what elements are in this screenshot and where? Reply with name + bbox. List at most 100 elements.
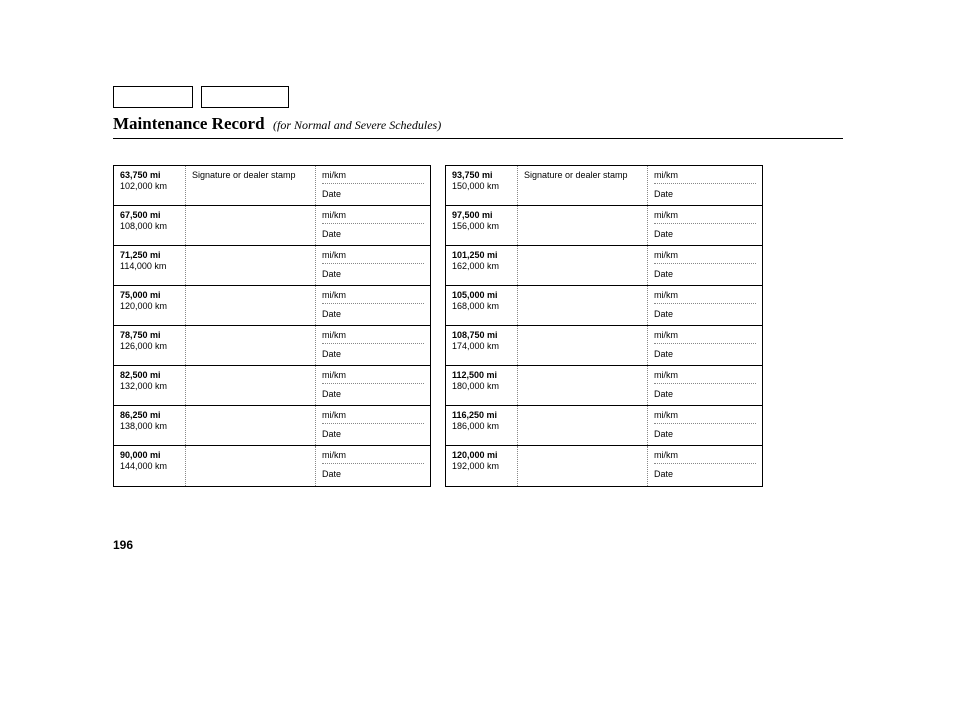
record-fields-cell: mi/kmDate (648, 406, 762, 445)
table-row: 78,750 mi126,000 km mi/kmDate (114, 326, 430, 366)
interval-miles: 101,250 mi (452, 250, 513, 261)
interval-miles: 120,000 mi (452, 450, 513, 461)
interval-cell: 108,750 mi174,000 km (446, 326, 518, 365)
record-fields-cell: mi/kmDate (316, 286, 430, 325)
mikm-field: mi/km (654, 288, 756, 304)
interval-cell: 67,500 mi108,000 km (114, 206, 186, 245)
signature-cell (518, 206, 648, 245)
record-fields-cell: mi/kmDate (648, 326, 762, 365)
signature-cell: Signature or dealer stamp (518, 166, 648, 205)
signature-cell (518, 286, 648, 325)
interval-miles: 116,250 mi (452, 410, 513, 421)
title-bar: Maintenance Record (for Normal and Sever… (113, 114, 843, 139)
interval-km: 156,000 km (452, 221, 513, 232)
interval-cell: 120,000 mi192,000 km (446, 446, 518, 486)
interval-miles: 75,000 mi (120, 290, 181, 301)
date-field: Date (654, 384, 756, 402)
record-fields-cell: mi/kmDate (316, 366, 430, 405)
interval-miles: 63,750 mi (120, 170, 181, 181)
signature-cell (186, 446, 316, 486)
record-fields-cell: mi/kmDate (648, 446, 762, 486)
table-row: 71,250 mi114,000 km mi/kmDate (114, 246, 430, 286)
date-field: Date (322, 464, 424, 482)
mikm-field: mi/km (322, 208, 424, 224)
signature-cell (518, 446, 648, 486)
date-field: Date (654, 224, 756, 242)
record-fields-cell: mi/kmDate (648, 366, 762, 405)
interval-cell: 78,750 mi126,000 km (114, 326, 186, 365)
mikm-field: mi/km (654, 208, 756, 224)
page-content: Maintenance Record (for Normal and Sever… (113, 86, 843, 487)
signature-cell (186, 246, 316, 285)
mikm-field: mi/km (322, 328, 424, 344)
table-row: 67,500 mi108,000 km mi/kmDate (114, 206, 430, 246)
record-fields-cell: mi/kmDate (316, 206, 430, 245)
record-fields-cell: mi/kmDate (316, 246, 430, 285)
date-field: Date (322, 184, 424, 202)
mikm-field: mi/km (322, 168, 424, 184)
blank-box (201, 86, 289, 108)
header-blank-boxes (113, 86, 843, 108)
date-field: Date (654, 344, 756, 362)
interval-km: 114,000 km (120, 261, 181, 272)
date-field: Date (322, 424, 424, 442)
interval-cell: 86,250 mi138,000 km (114, 406, 186, 445)
maintenance-table-right: 93,750 mi150,000 kmSignature or dealer s… (445, 165, 763, 487)
mikm-field: mi/km (654, 248, 756, 264)
interval-km: 186,000 km (452, 421, 513, 432)
table-row: 120,000 mi192,000 km mi/kmDate (446, 446, 762, 486)
interval-km: 132,000 km (120, 381, 181, 392)
maintenance-table-left: 63,750 mi102,000 kmSignature or dealer s… (113, 165, 431, 487)
interval-cell: 63,750 mi102,000 km (114, 166, 186, 205)
signature-cell (186, 326, 316, 365)
interval-km: 168,000 km (452, 301, 513, 312)
signature-cell: Signature or dealer stamp (186, 166, 316, 205)
interval-miles: 108,750 mi (452, 330, 513, 341)
mikm-field: mi/km (654, 408, 756, 424)
interval-miles: 90,000 mi (120, 450, 181, 461)
interval-cell: 112,500 mi180,000 km (446, 366, 518, 405)
signature-cell (518, 326, 648, 365)
signature-cell (186, 206, 316, 245)
record-fields-cell: mi/kmDate (648, 166, 762, 205)
interval-km: 174,000 km (452, 341, 513, 352)
mikm-field: mi/km (322, 248, 424, 264)
interval-miles: 71,250 mi (120, 250, 181, 261)
table-row: 105,000 mi168,000 kmmi/kmDate (446, 286, 762, 326)
interval-miles: 97,500 mi (452, 210, 513, 221)
date-field: Date (654, 184, 756, 202)
date-field: Date (322, 264, 424, 282)
date-field: Date (322, 344, 424, 362)
date-field: Date (322, 304, 424, 322)
interval-cell: 101,250 mi162,000 km (446, 246, 518, 285)
interval-km: 150,000 km (452, 181, 513, 192)
interval-cell: 90,000 mi144,000 km (114, 446, 186, 486)
table-row: 108,750 mi174,000 km mi/kmDate (446, 326, 762, 366)
interval-cell: 82,500 mi132,000 km (114, 366, 186, 405)
signature-cell (518, 366, 648, 405)
mikm-field: mi/km (654, 368, 756, 384)
interval-cell: 93,750 mi150,000 km (446, 166, 518, 205)
interval-km: 120,000 km (120, 301, 181, 312)
mikm-field: mi/km (322, 368, 424, 384)
interval-km: 144,000 km (120, 461, 181, 472)
interval-cell: 71,250 mi114,000 km (114, 246, 186, 285)
table-row: 97,500 mi156,000 km mi/kmDate (446, 206, 762, 246)
interval-km: 162,000 km (452, 261, 513, 272)
table-row: 112,500 mi180,000 km mi/kmDate (446, 366, 762, 406)
page-subtitle: (for Normal and Severe Schedules) (273, 118, 441, 132)
signature-cell (186, 286, 316, 325)
date-field: Date (322, 224, 424, 242)
record-fields-cell: mi/kmDate (316, 326, 430, 365)
interval-km: 126,000 km (120, 341, 181, 352)
interval-cell: 116,250 mi186,000 km (446, 406, 518, 445)
interval-km: 108,000 km (120, 221, 181, 232)
mikm-field: mi/km (322, 408, 424, 424)
interval-cell: 97,500 mi156,000 km (446, 206, 518, 245)
signature-cell (518, 246, 648, 285)
table-row: 90,000 mi144,000 kmmi/kmDate (114, 446, 430, 486)
signature-cell (186, 366, 316, 405)
record-fields-cell: mi/kmDate (648, 286, 762, 325)
mikm-field: mi/km (654, 448, 756, 464)
blank-box (113, 86, 193, 108)
